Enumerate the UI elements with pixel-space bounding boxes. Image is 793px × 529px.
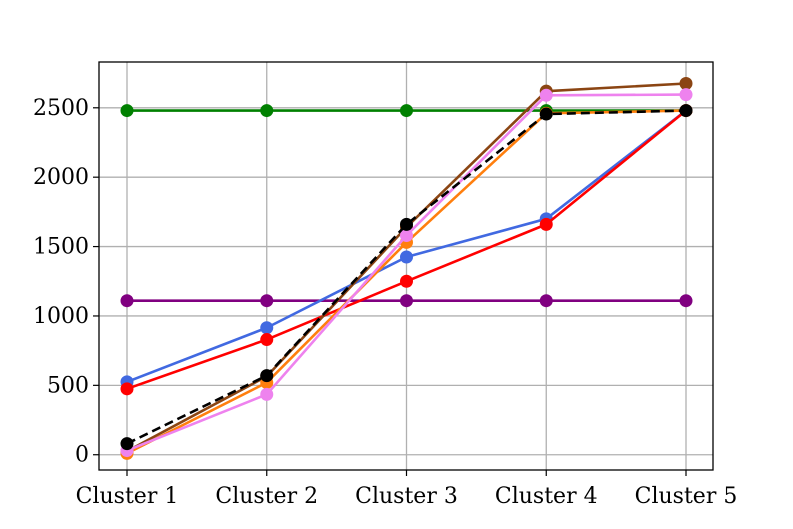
data-point (539, 217, 553, 231)
y-tick-label: 2000 (33, 165, 89, 190)
grid-lines (99, 62, 713, 470)
data-point (400, 217, 413, 231)
series-2 (120, 294, 693, 308)
data-point (539, 88, 553, 102)
data-point (260, 333, 274, 347)
data-point (400, 274, 413, 288)
data-point (120, 294, 134, 308)
data-point (260, 104, 274, 118)
data-point (120, 104, 134, 118)
x-tick-label: Cluster 5 (635, 484, 738, 509)
data-point (400, 104, 413, 118)
series-line (126, 109, 687, 445)
data-point (400, 294, 413, 308)
data-point (539, 107, 553, 121)
data-point (120, 382, 134, 396)
axis-ticks: Cluster 1 Cluster 2 Cluster 3 Cluster 4 Clus… (33, 96, 737, 509)
y-tick-label: 0 (75, 443, 89, 468)
data-point (539, 294, 553, 308)
y-tick-label: 500 (47, 373, 89, 398)
series-layer (120, 77, 693, 460)
data-point (260, 321, 274, 335)
data-point (679, 104, 693, 118)
y-tick-label: 2500 (33, 96, 89, 121)
series-1 (120, 104, 693, 118)
data-point (260, 294, 274, 308)
y-tick-label: 1000 (33, 304, 89, 329)
data-point (679, 88, 693, 102)
data-point (679, 294, 693, 308)
data-point (400, 250, 413, 264)
data-point (679, 77, 693, 91)
series-7 (120, 88, 693, 458)
data-point (120, 437, 134, 451)
x-tick-label: Cluster 2 (215, 484, 318, 509)
data-point (260, 369, 274, 383)
x-tick-label: Cluster 4 (495, 484, 598, 509)
x-tick-label: Cluster 3 (355, 484, 458, 509)
series-8 (120, 104, 693, 451)
y-tick-label: 1500 (33, 235, 89, 260)
x-tick-label: Cluster 1 (76, 484, 179, 509)
data-point (260, 387, 274, 401)
data-point (400, 228, 413, 242)
